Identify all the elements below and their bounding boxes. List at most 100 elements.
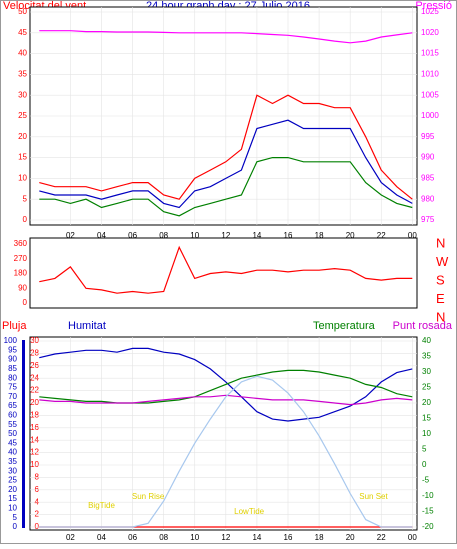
y-tick-label: 22 [30, 386, 39, 395]
annotation: Sun Set [359, 492, 388, 501]
y2-tick-label: 10 [422, 429, 431, 438]
y2-axis-label: Pressió [415, 0, 452, 12]
y-tick-label: 16 [30, 423, 39, 432]
y3-tick-label: 90 [8, 355, 17, 364]
y2-tick-label: 1000 [421, 111, 439, 120]
y3-tick-label: 100 [4, 336, 18, 345]
y-tick-label: 18 [30, 411, 39, 420]
series-line [39, 245, 413, 294]
y2-tick-label: 1005 [421, 90, 439, 99]
series-line [39, 94, 413, 200]
x-tick-label: 04 [97, 533, 106, 542]
y-axis-label: Velocitat del vent [3, 0, 86, 12]
series-line [39, 394, 413, 406]
x-tick-label: 22 [377, 533, 386, 542]
y3-tick-label: 5 [13, 513, 18, 522]
x-tick-label: 12 [221, 231, 230, 240]
x-tick-label: 14 [252, 231, 261, 240]
y3-tick-label: 65 [8, 401, 17, 410]
y-tick-label: 35 [18, 70, 27, 79]
y3-tick-label: 25 [8, 476, 17, 485]
x-tick-label: 16 [284, 231, 293, 240]
y-tick-label: 15 [18, 153, 27, 162]
y-tick-label: 12 [30, 448, 39, 457]
y2-tick-label: S [436, 272, 445, 287]
y2-tick-label: -5 [422, 476, 430, 485]
y3-tick-label: 30 [8, 466, 17, 475]
x-tick-label: 02 [66, 231, 75, 240]
y-tick-label: 2 [35, 510, 40, 519]
y2-tick-label: N [436, 309, 445, 324]
series-line [39, 347, 413, 422]
y-tick-label: 28 [30, 349, 39, 358]
y3-tick-label: 80 [8, 373, 17, 382]
y-tick-label: 270 [14, 254, 28, 263]
y2-tick-label: 35 [422, 352, 431, 361]
y3-tick-label: 50 [8, 429, 17, 438]
y2-tick-label: 990 [421, 153, 435, 162]
y2-tick-label: 15 [422, 414, 431, 423]
x-tick-label: 02 [66, 533, 75, 542]
annotation: LowTide [234, 507, 264, 516]
y3-tick-label: 20 [8, 485, 17, 494]
humidity-axis-bar [22, 340, 25, 528]
series-line [39, 157, 413, 217]
x-tick-label: 22 [377, 231, 386, 240]
y2-tick-label: 1020 [421, 28, 439, 37]
x-tick-label: 18 [315, 231, 324, 240]
x-tick-label: 00 [408, 231, 417, 240]
x-tick-label: 14 [252, 533, 261, 542]
y-tick-label: 25 [18, 111, 27, 120]
y3-tick-label: 95 [8, 345, 17, 354]
y-tick-label: 30 [30, 336, 39, 345]
x-tick-label: 06 [128, 231, 137, 240]
y2-tick-label: 980 [421, 194, 435, 203]
y-tick-label: 20 [30, 398, 39, 407]
y-tick-label: 45 [18, 28, 27, 37]
y-tick-label: 26 [30, 361, 39, 370]
y2-tick-label: E [436, 291, 445, 306]
y-tick-label: 30 [18, 90, 27, 99]
y2-tick-label: 40 [422, 336, 431, 345]
series-line [39, 369, 413, 404]
y-tick-label: 10 [18, 174, 27, 183]
x-tick-label: 16 [284, 533, 293, 542]
series-line [39, 119, 413, 209]
y3-tick-label: 85 [8, 364, 17, 373]
y2-tick-label: 1015 [421, 49, 439, 58]
y-tick-label: 0 [23, 298, 28, 307]
y3-tick-label: 70 [8, 392, 17, 401]
y2-tick-label: W [436, 254, 449, 269]
plot-area [29, 237, 418, 309]
y2-tick-label: 985 [421, 174, 435, 183]
y3-tick-label: 10 [8, 504, 17, 513]
x-tick-label: 20 [346, 231, 355, 240]
y3-tick-label: 75 [8, 383, 17, 392]
y3-tick-label: 60 [8, 411, 17, 420]
y3-tick-label: 45 [8, 438, 17, 447]
y2-tick-label: -10 [422, 491, 434, 500]
y2-tick-label: N [436, 235, 445, 250]
y-tick-label: 8 [35, 473, 40, 482]
series-line [39, 375, 413, 528]
y-tick-label: 14 [30, 435, 39, 444]
y-tick-label: 50 [18, 7, 27, 16]
y2-tick-label: 30 [422, 367, 431, 376]
y-tick-label: 0 [23, 215, 28, 224]
y2-tick-label: 975 [421, 215, 435, 224]
y-tick-label: 180 [14, 269, 28, 278]
series-name: Pluja [2, 320, 27, 332]
annotation: Sun Rise [132, 492, 165, 501]
y3-tick-label: 15 [8, 494, 17, 503]
y3-tick-label: 0 [13, 522, 18, 531]
y3-tick-label: 40 [8, 448, 17, 457]
y2-tick-label: 1025 [421, 7, 439, 16]
annotation: BigTide [88, 501, 115, 510]
y-tick-label: 20 [18, 132, 27, 141]
x-tick-label: 08 [159, 231, 168, 240]
y2-tick-label: 5 [422, 445, 427, 454]
x-tick-label: 12 [221, 533, 230, 542]
y-tick-label: 40 [18, 49, 27, 58]
x-tick-label: 08 [159, 533, 168, 542]
series-name: Humitat [68, 320, 106, 332]
